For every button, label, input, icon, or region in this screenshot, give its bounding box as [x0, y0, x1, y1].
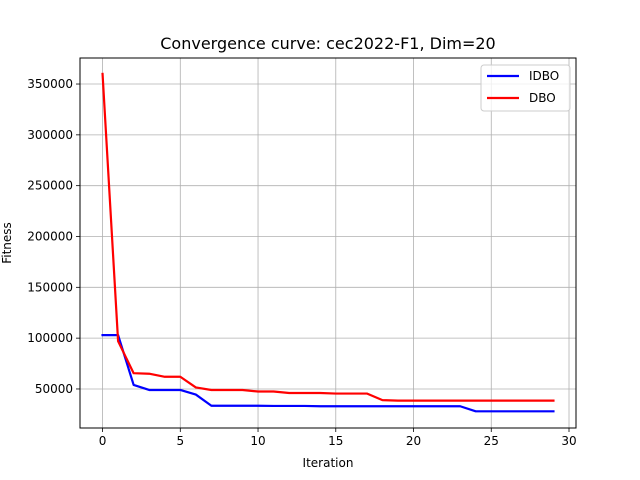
- y-tick-label: 150000: [27, 280, 73, 294]
- y-tick-label: 250000: [27, 179, 73, 193]
- plot-area: [80, 58, 576, 428]
- legend-label-dbo: DBO: [529, 91, 556, 105]
- legend-label-idbo: IDBO: [529, 69, 559, 83]
- y-tick-label: 100000: [27, 331, 73, 345]
- y-axis-label: Fitness: [0, 222, 14, 264]
- y-tick-label: 50000: [35, 382, 73, 396]
- series-line-dbo: [101, 72, 555, 402]
- x-tick-label: 15: [328, 434, 343, 448]
- axes-frame: [79, 57, 577, 429]
- x-tick-label: 5: [176, 434, 184, 448]
- y-tick-label: 300000: [27, 128, 73, 142]
- y-tick-label: 200000: [27, 229, 73, 243]
- x-tick-label: 30: [561, 434, 576, 448]
- x-tick-label: 25: [484, 434, 499, 448]
- x-axis-label: Iteration: [303, 456, 354, 470]
- y-tick-label: 350000: [27, 77, 73, 91]
- x-tick-label: 10: [250, 434, 265, 448]
- chart-title: Convergence curve: cec2022-F1, Dim=20: [160, 34, 495, 53]
- series-lines: [101, 72, 555, 413]
- ticks: 0 5 10 15 20 25 30 50000 100000 150000 200000 25000…: [27, 77, 576, 448]
- x-tick-label: 0: [99, 434, 107, 448]
- legend: IDBO DBO: [480, 64, 571, 112]
- series-line-idbo: [101, 333, 555, 413]
- x-tick-label: 20: [406, 434, 421, 448]
